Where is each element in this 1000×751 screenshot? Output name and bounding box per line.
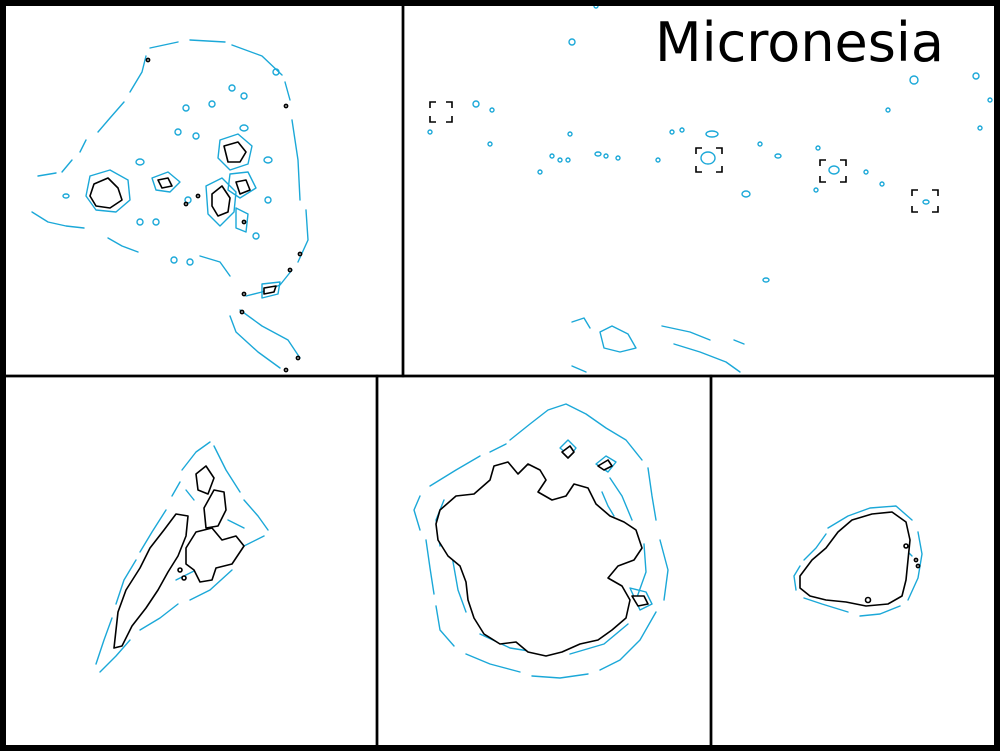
map-title: Micronesia: [654, 11, 944, 74]
inset-atoll-lagoon: [1, 1, 405, 378]
inset-round-island: [375, 374, 713, 750]
island-landmasses: [89, 57, 303, 373]
inset-small-island: [709, 374, 999, 750]
marker-kosrae-2: [911, 189, 939, 213]
island-landmasses: [799, 511, 921, 607]
panel-border: [1, 1, 405, 378]
island-landmasses: [113, 465, 245, 649]
inset-markers: [429, 101, 939, 213]
marker-chuuk: [429, 101, 453, 123]
reef-outlines: [31, 39, 309, 369]
inset-elongated-island: [1, 374, 379, 750]
reef-outlines: [427, 3, 993, 373]
marker-kosrae-1: [819, 159, 847, 183]
marker-pohnpei: [695, 147, 723, 173]
island-landmasses: [435, 445, 649, 657]
